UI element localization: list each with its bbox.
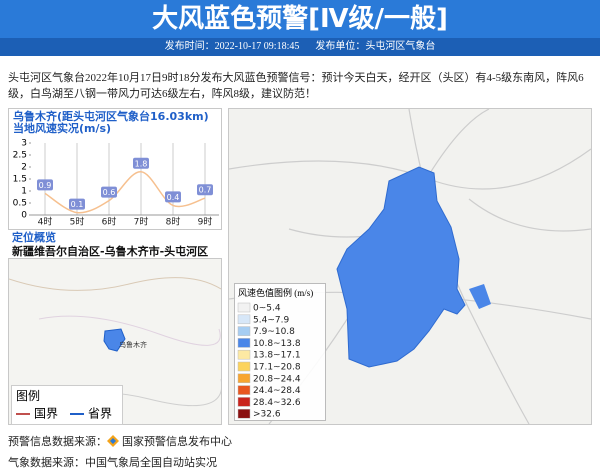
legend-swatch <box>237 302 251 313</box>
legend-label: 5.4~7.9 <box>253 315 289 325</box>
source-label: 预警信息数据来源： <box>8 436 107 448</box>
y-tick-label: 0.5 <box>13 199 27 209</box>
legend-swatch <box>237 326 251 336</box>
y-tick-label: 2.5 <box>13 151 27 161</box>
legend-label: 国界 <box>34 407 58 421</box>
legend-swatch <box>237 385 251 395</box>
legend-label: 省界 <box>88 407 112 421</box>
value-box <box>197 184 213 196</box>
y-tick-label: 2 <box>21 163 27 173</box>
y-tick-label: 1.5 <box>13 175 27 185</box>
warning-source: 预警信息数据来源： 国家预警信息发布中心 <box>8 433 232 449</box>
value-label: 0.7 <box>199 186 212 195</box>
legend-label: 20.8~24.4 <box>253 374 301 384</box>
legend-label: 10.8~13.8 <box>253 339 301 349</box>
legend-label: 0~5.4 <box>253 304 281 314</box>
value-box <box>101 186 117 198</box>
x-tick-label: 5时 <box>70 216 85 228</box>
map-legend-title: 图例 <box>16 389 41 403</box>
map-legend-items: 国界 省界 <box>16 407 112 421</box>
legend-label: 28.4~32.6 <box>253 398 301 408</box>
x-tick-label: 4时 <box>38 216 53 228</box>
wind-legend-title: 风速色值图例 (m/s) <box>238 288 314 298</box>
weather-source: 气象数据来源：中国气象局全国自动站实况 <box>8 457 217 469</box>
wind-chart-panel: 0 0.5 1 1.5 2 2.5 3 4时 5时 6时 7时 8时 9时 0.9 0.1 0.6 1.8 0.4… <box>8 108 222 230</box>
value-label: 1.8 <box>135 159 148 168</box>
legend-swatch <box>237 408 251 419</box>
meta-bar: 发布时间：2022-10-17 09:18:45 发布单位：头屯河区气象台 <box>0 38 600 56</box>
source-name: 国家预警信息发布中心 <box>122 436 232 448</box>
value-box <box>37 179 53 191</box>
x-tick-label: 9时 <box>198 216 213 228</box>
x-tick-label: 6时 <box>102 216 117 228</box>
legend-label: 7.9~10.8 <box>253 327 295 337</box>
wind-legend-items: 0~5.45.4~7.9 7.9~10.8 10.8~13.8 13.8~17.1 17… <box>237 302 301 420</box>
warning-text: 头屯河区气象台2022年10月17日9时18分发布大风蓝色预警信号：预计今天白天… <box>8 72 584 100</box>
y-tick-label: 0 <box>21 211 27 221</box>
map-label: 乌鲁木齐 <box>119 340 147 349</box>
legend-swatch <box>237 314 251 325</box>
legend-swatch <box>237 397 251 407</box>
value-label: 0.6 <box>103 188 116 197</box>
legend-label: 17.1~20.8 <box>253 363 301 373</box>
legend-label: >32.6 <box>253 410 281 420</box>
source-icon <box>107 435 119 447</box>
title: 大风蓝色预警[Ⅳ级/一般] <box>0 0 600 38</box>
x-tick-label: 7时 <box>134 216 149 228</box>
location-path: 新疆维吾尔自治区-乌鲁木齐市-头屯河区 <box>12 245 209 258</box>
wind-chart: 0 0.5 1 1.5 2 2.5 3 4时 5时 6时 7时 8时 9时 0.9 0.1 0.6 1.8 0.4… <box>13 139 219 228</box>
value-label: 0.4 <box>167 193 180 202</box>
wind-legend: 风速色值图例 (m/s) 0~5.4 5.4~7.9 7.9~10.8 10.8~13… <box>234 283 326 421</box>
value-label: 0.9 <box>39 181 52 190</box>
location-title: 定位概览 <box>12 231 56 244</box>
legend-label: 24.4~28.4 <box>253 386 301 396</box>
overview-map: 乌鲁木齐 图例 国界 省界 <box>8 258 222 425</box>
y-tick-label: 3 <box>21 139 27 149</box>
wind-line <box>44 171 206 214</box>
value-box <box>133 157 149 169</box>
publish-time: 发布时间：2022-10-17 09:18:45 <box>164 41 300 52</box>
chart-title: 乌鲁木齐(距头屯河区气象台16.03km)当地风速实况(m/s) <box>13 110 209 135</box>
wind-map: 风速色值图例 (m/s) 0~5.4 5.4~7.9 7.9~10.8 10.8~13… <box>228 108 592 425</box>
x-tick-label: 8时 <box>166 216 181 228</box>
publisher: 发布单位：头屯河区气象台 <box>315 41 436 52</box>
legend-swatch <box>237 361 251 372</box>
legend-swatch <box>237 349 251 360</box>
value-box <box>69 198 85 210</box>
y-tick-label: 1 <box>21 187 27 197</box>
map-legend: 图例 国界 省界 <box>11 385 123 425</box>
value-box <box>165 191 181 203</box>
legend-swatch <box>237 338 251 348</box>
value-label: 0.1 <box>71 200 84 209</box>
legend-label: 13.8~17.1 <box>253 351 301 361</box>
legend-swatch <box>237 373 251 384</box>
